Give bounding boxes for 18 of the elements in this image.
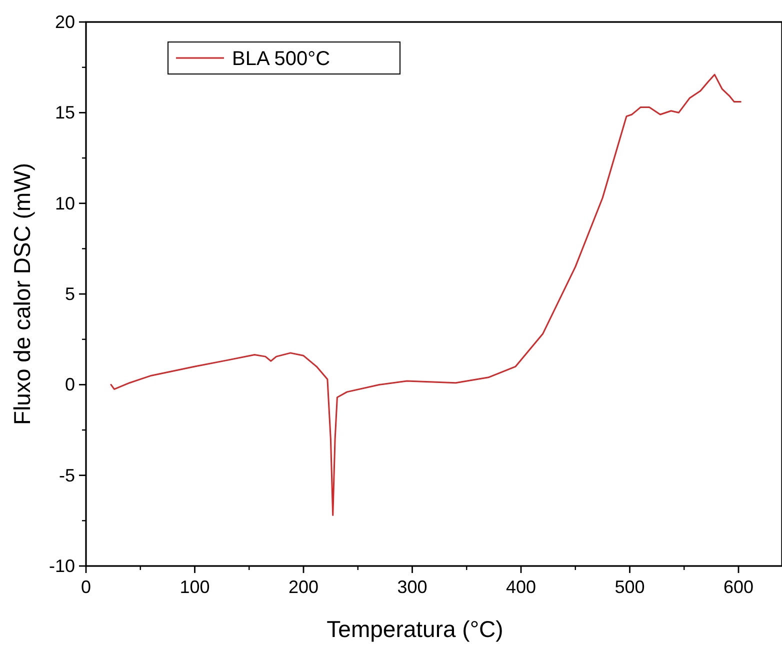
x-tick-label: 600: [723, 577, 754, 597]
x-tick-label: 300: [397, 577, 428, 597]
y-tick-label: 10: [54, 193, 75, 214]
y-tick-label: -5: [58, 465, 75, 486]
y-axis-title: Fluxo de calor DSC (mW): [9, 163, 35, 425]
y-tick-label: 20: [54, 12, 75, 32]
x-tick-label: 100: [180, 577, 210, 597]
line-series: [110, 74, 742, 516]
y-tick-label: 15: [54, 102, 75, 123]
x-tick-label: 200: [288, 577, 319, 597]
x-axis-title: Temperatura (°C): [326, 616, 504, 642]
y-tick-label: -10: [48, 556, 75, 576]
legend-label: BLA 500°C: [232, 48, 330, 70]
y-tick-label: 5: [64, 284, 75, 304]
y-tick-label: 0: [64, 374, 75, 395]
x-tick-label: 500: [614, 577, 645, 597]
x-tick-label: 400: [506, 577, 536, 597]
x-tick-label: 0: [80, 577, 92, 597]
